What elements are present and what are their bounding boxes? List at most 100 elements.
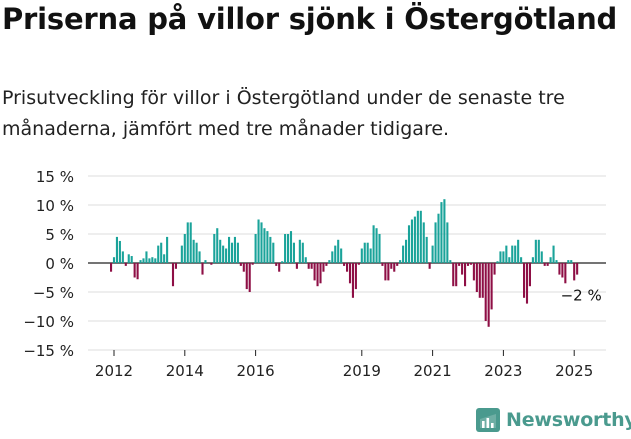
bar [201,263,204,275]
bar [295,263,298,269]
bar [517,239,520,263]
bar [263,228,266,263]
bar [160,242,163,263]
bar [520,257,523,263]
bar [307,263,310,269]
bar [343,263,346,266]
bar [552,245,555,263]
bar [549,257,552,263]
bar [251,263,254,265]
bar [443,199,446,263]
bar [260,222,263,263]
bar [490,263,493,310]
bar [248,263,251,292]
bar [531,257,534,263]
bar [133,263,136,278]
bar [372,225,375,263]
bar [472,263,475,281]
annotation-label: −2 % [561,287,602,305]
bar [461,263,464,275]
bar [236,242,239,263]
bar [484,263,487,321]
bar [163,254,166,263]
bar [316,263,319,287]
bar [573,263,576,281]
bar [481,263,484,298]
chart-title: Priserna på villor sjönk i Östergötland [2,2,618,36]
bar [475,263,478,292]
y-tick-label: 15 % [36,168,74,186]
bar [351,263,354,298]
bar [186,222,189,263]
bar [346,263,349,272]
bar [384,263,387,281]
bar [405,239,408,263]
bar [195,242,198,263]
bar [325,263,328,266]
bar [213,234,216,263]
bar [331,251,334,263]
bar [375,228,378,263]
bar [304,257,307,263]
bar [289,231,293,263]
bar [204,260,207,263]
bar [546,263,549,266]
bar [360,248,363,263]
annotation-layer: −2 % [561,287,602,305]
bar [322,263,325,272]
bar [115,236,118,263]
bar [183,234,186,263]
brand-name: Newsworthy [506,409,631,431]
bar [157,245,160,263]
bar [121,251,124,263]
bar [228,236,231,263]
bar [198,251,201,263]
bar [284,234,287,263]
bar [313,263,316,281]
bar [148,258,151,263]
bar [537,239,540,263]
bar [390,263,393,269]
y-tick-label: −15 % [23,342,74,360]
bar [396,263,399,266]
bar [154,258,157,263]
bar [112,257,116,263]
bar [225,248,228,263]
x-axis: 2012 2014 2016 2019 2021 2023 2025 [95,350,593,380]
x-tick-label: 2019 [343,362,381,380]
bar [458,263,461,266]
bar [298,239,301,263]
bar [576,263,579,275]
bar [381,263,384,266]
y-axis-tick-labels: 15 % 10 % 5 % 0 % −5 % −10 % −15 % [23,168,74,360]
bar [136,263,139,280]
bar [493,263,496,275]
bar [354,263,357,290]
bar [180,245,183,263]
newsworthy-logo-icon [476,408,500,432]
bar [319,263,322,284]
bar [508,257,511,263]
bar [523,263,526,298]
bar [145,251,148,263]
x-tick-label: 2012 [95,362,133,380]
bar [393,263,396,272]
bar [528,263,531,287]
bar [558,263,561,275]
bar [151,257,154,263]
x-tick-label: 2021 [414,362,452,380]
bar [434,222,437,263]
y-tick-label: −5 % [33,284,74,302]
chart-subtitle: Prisutveckling för villor i Östergötland… [2,87,565,140]
bar [407,225,411,263]
bar [555,260,558,263]
bar [543,263,546,266]
bar [514,245,517,263]
bar [478,263,481,298]
bar [369,248,372,263]
bar [437,213,440,263]
bar [216,228,219,263]
bar [269,236,272,263]
bar [257,219,260,263]
